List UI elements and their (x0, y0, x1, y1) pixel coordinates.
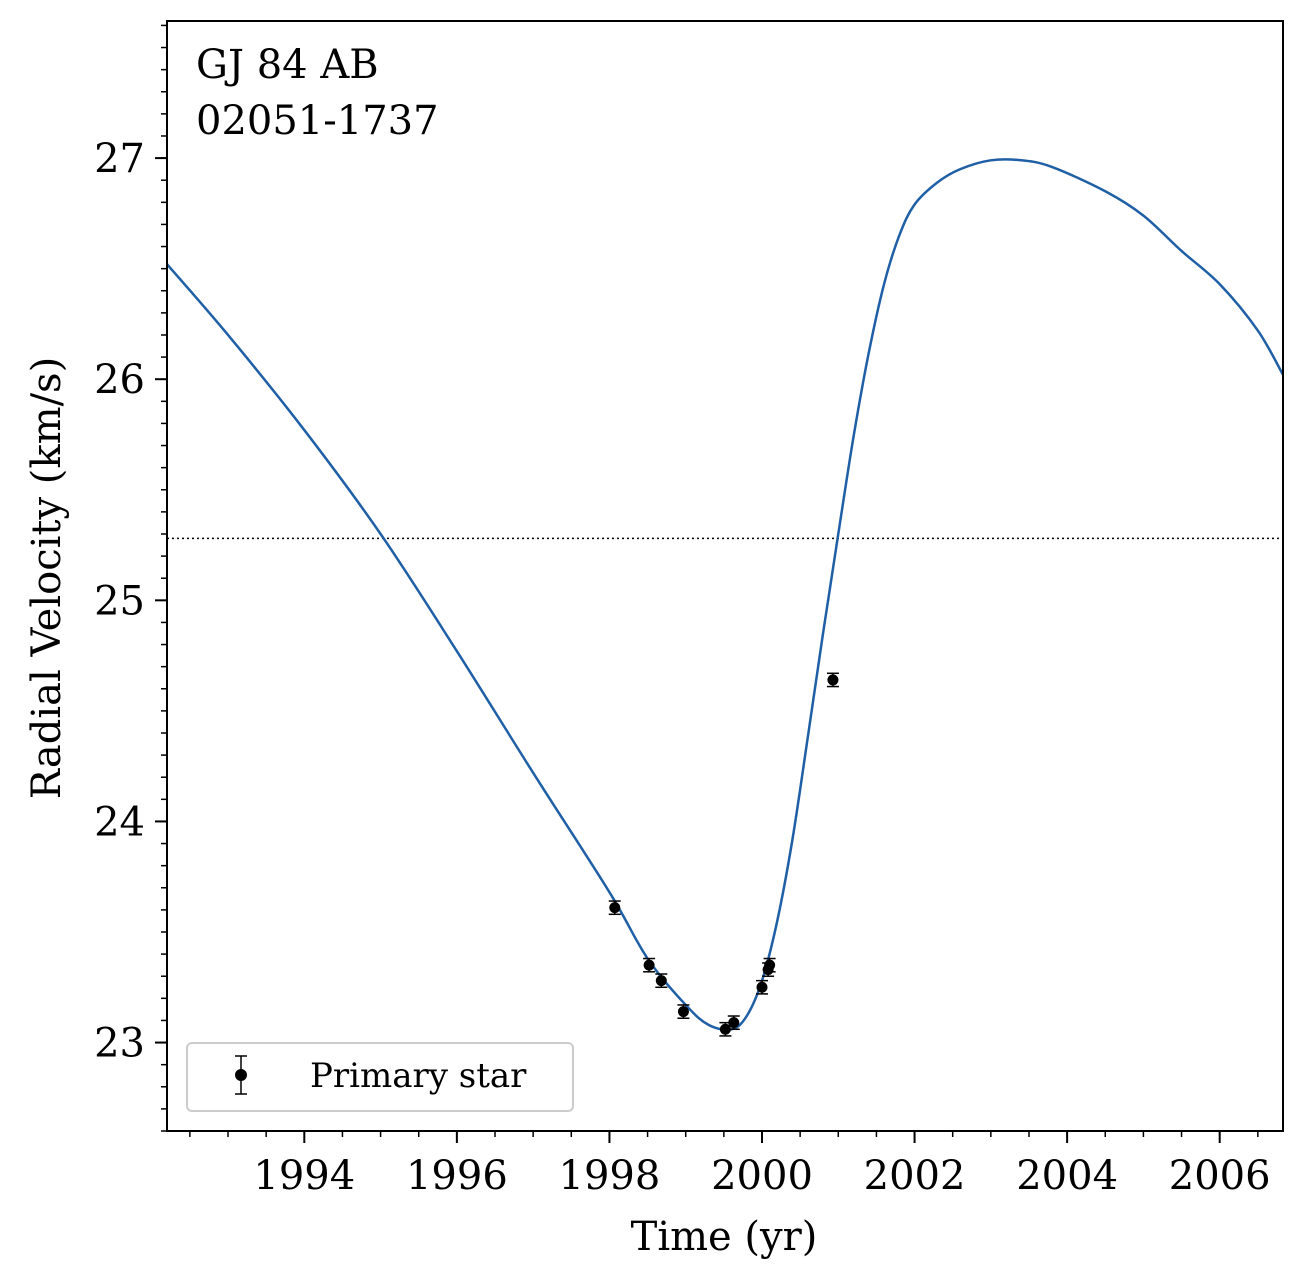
y-tick-label: 25 (94, 578, 145, 624)
point-marker (728, 1017, 740, 1029)
x-tick-label: 2002 (864, 1153, 966, 1199)
axes-layer: 1994 1996 1998 2000 2002 2004 2006 23 24 25 26 27 (94, 20, 1284, 1199)
data-point (719, 1021, 732, 1037)
x-axis-title: Time (yr) (631, 1214, 818, 1260)
star-id-label: 02051-1737 (196, 98, 439, 144)
plot-area (167, 21, 1283, 1131)
legend: Primary star (186, 1042, 574, 1112)
point-marker (827, 674, 839, 686)
data-point (608, 900, 621, 916)
data-point (727, 1015, 740, 1031)
point-marker (609, 902, 621, 914)
data-point (643, 957, 656, 973)
data-point (677, 1004, 690, 1019)
legend-frame (186, 1042, 574, 1112)
x-tick-label: 2004 (1016, 1153, 1118, 1199)
plot-background (167, 21, 1283, 1131)
x-tick-label: 1996 (406, 1153, 508, 1199)
data-points-layer (608, 672, 839, 1037)
point-marker (719, 1023, 731, 1035)
data-point (655, 973, 668, 989)
point-marker (677, 1006, 689, 1018)
x-tick-label: 1994 (253, 1153, 355, 1199)
plot-frame (166, 20, 1284, 1132)
point-marker (764, 959, 776, 971)
x-tick-label: 2000 (711, 1153, 813, 1199)
orbit-curve-layer (166, 158, 1285, 1032)
y-tick-label: 27 (94, 136, 145, 182)
data-point (826, 672, 839, 688)
y-axis-title: Radial Velocity (km/s) (24, 357, 70, 799)
x-tick-label: 1998 (559, 1153, 661, 1199)
point-marker (643, 959, 655, 971)
y-tick-label: 26 (94, 357, 145, 403)
data-point (755, 979, 768, 995)
legend-label-primary-star: Primary star (310, 1056, 527, 1096)
y-tick-label: 24 (94, 799, 145, 845)
legend-marker (235, 1055, 247, 1095)
x-tick-label: 2006 (1169, 1153, 1271, 1199)
point-marker (655, 975, 667, 987)
point-marker (756, 981, 768, 993)
orbit-fit-curve (166, 158, 1285, 1032)
star-name-label: GJ 84 AB (196, 42, 379, 88)
y-tick-label: 23 (94, 1021, 145, 1067)
data-point (763, 957, 776, 973)
